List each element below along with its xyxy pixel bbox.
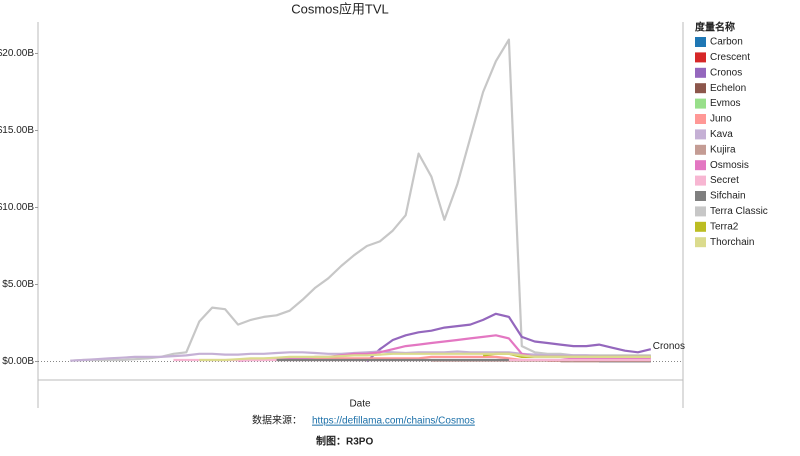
legend-label: Terra2 [710, 221, 739, 232]
legend-swatch [695, 52, 706, 63]
legend-label: Thorchain [710, 237, 754, 248]
source-link[interactable]: https://defillama.com/chains/Cosmos [312, 416, 475, 427]
legend-swatch [695, 129, 706, 140]
legend-swatch [695, 175, 706, 186]
legend-swatch [695, 114, 706, 124]
legend-label: Cronos [710, 67, 742, 78]
series-line [199, 352, 651, 362]
annotation: Cronos [653, 341, 685, 352]
y-tick-label: $0.00B [2, 356, 34, 367]
chart-title: Cosmos应用TVL [291, 1, 389, 16]
series-line [366, 312, 652, 363]
legend-label: Kava [710, 129, 733, 140]
y-tick-label: $20.00B [0, 48, 34, 59]
legend-label: Kujira [710, 144, 736, 155]
legend-label: Osmosis [710, 160, 749, 171]
y-tick-label: $10.00B [0, 202, 34, 213]
legend-label: Evmos [710, 98, 741, 109]
legend-swatch [695, 160, 706, 171]
legend-label: Secret [710, 175, 739, 186]
legend-swatch [695, 83, 706, 94]
legend-swatch [695, 237, 706, 248]
legend-swatch [695, 191, 706, 201]
x-axis-label: Date [349, 399, 371, 410]
legend-swatch [695, 37, 706, 47]
legend-title: 度量名称 [695, 21, 735, 34]
legend-label: Carbon [710, 37, 743, 48]
legend-swatch [695, 206, 706, 217]
credit: 制图：R3PO [316, 435, 373, 448]
legend-label: Terra Classic [710, 206, 768, 217]
legend-label: Juno [710, 114, 732, 125]
legend-swatch [695, 67, 706, 78]
legend-swatch [695, 144, 706, 155]
y-tick-label: $5.00B [2, 279, 34, 290]
legend-label: Sifchain [710, 191, 746, 202]
source-label: 数据来源： [252, 414, 302, 427]
legend-label: Crescent [710, 52, 750, 63]
legend-label: Echelon [710, 83, 746, 94]
series-line [70, 38, 651, 362]
y-tick-label: $15.00B [0, 125, 34, 136]
legend-swatch [695, 221, 706, 232]
series-line [70, 350, 651, 362]
legend-swatch [695, 98, 706, 109]
